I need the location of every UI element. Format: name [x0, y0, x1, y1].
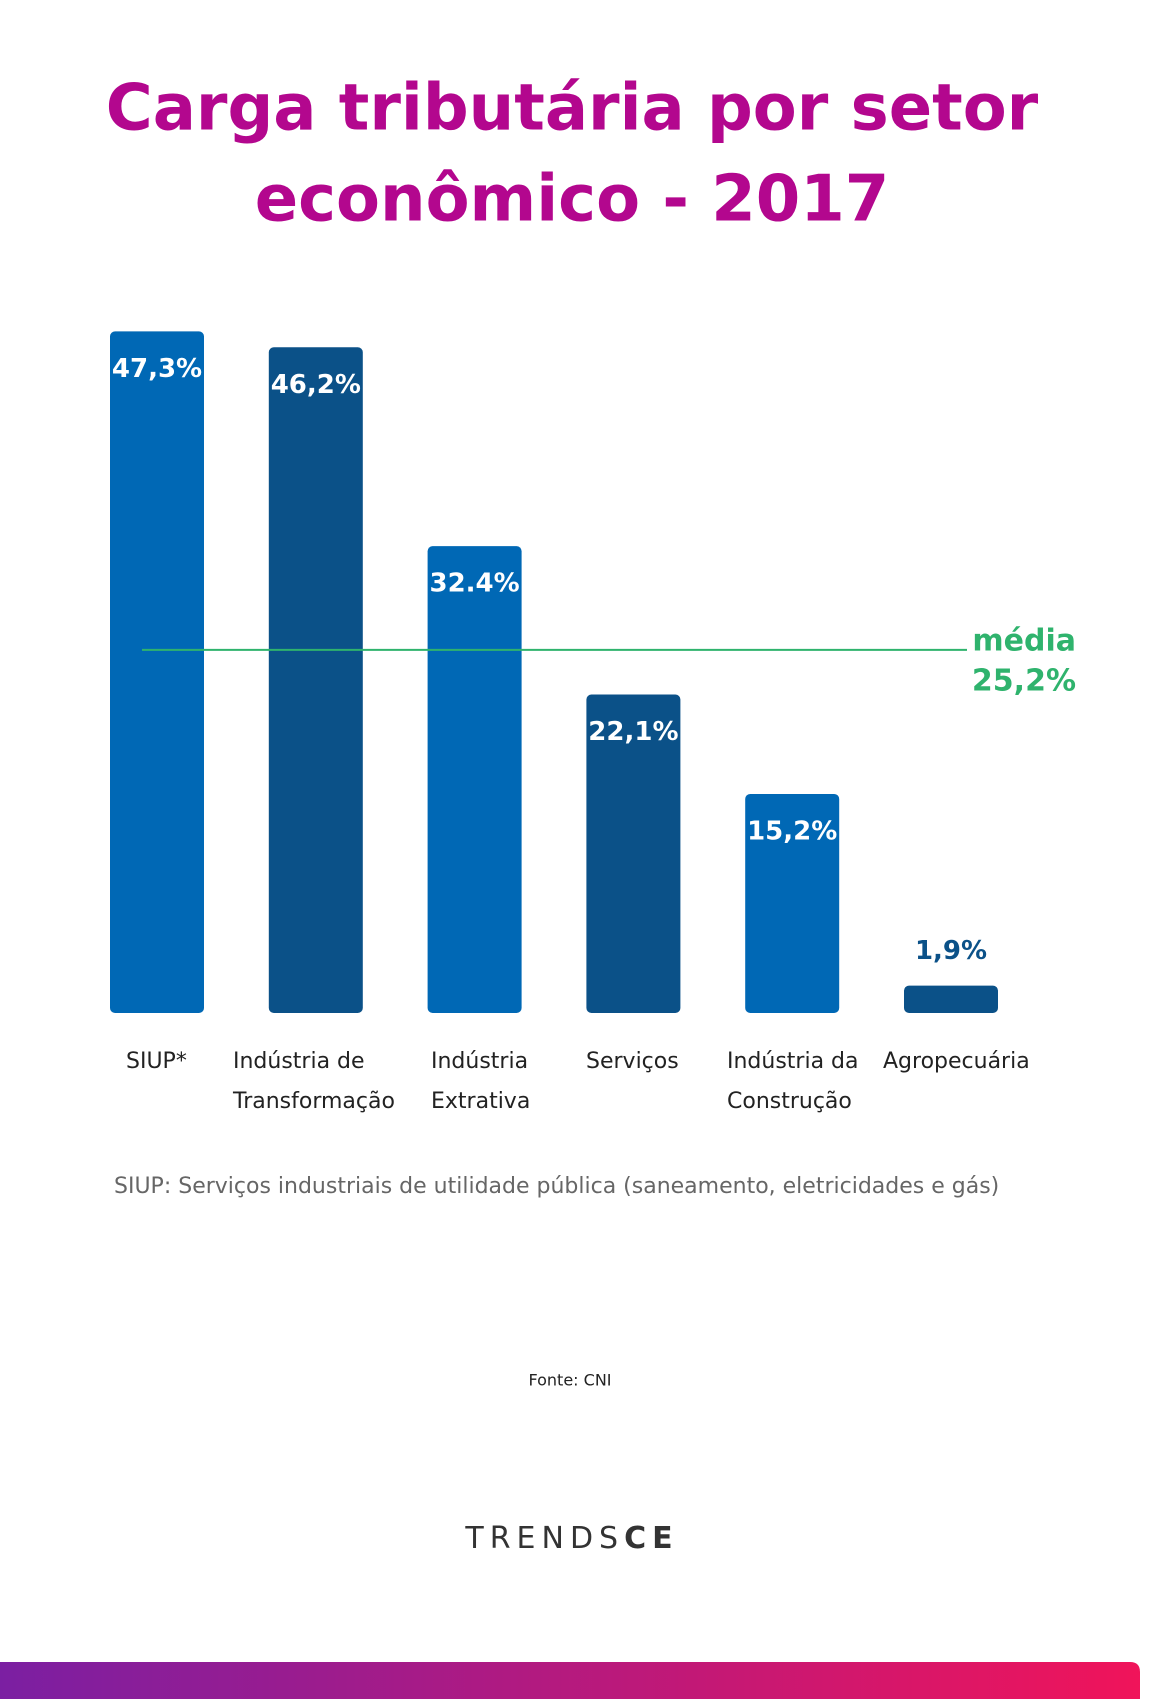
bar: [110, 331, 204, 1014]
x-tick-label: Indústria Extrativa: [431, 1049, 531, 1114]
source: Fonte: CNI: [528, 1371, 611, 1390]
average-value: 25,2%: [972, 664, 1076, 699]
bar: [586, 694, 681, 1013]
logo-part: TRENDS: [464, 1521, 624, 1556]
bar: [904, 985, 998, 1013]
logo: TRENDSCE: [464, 1521, 678, 1556]
x-tick-label: Indústria da Construção: [727, 1049, 859, 1114]
x-tick-label: Indústria de Transformação: [233, 1049, 395, 1114]
value-label: 46,2%: [271, 370, 361, 400]
bottom-band: [0, 1662, 1140, 1699]
x-tick-label: Agropecuária: [883, 1049, 1030, 1074]
chart-title: Carga tributária por setor: [106, 72, 1039, 146]
average-label: média: [972, 624, 1076, 659]
logo-part: CE: [624, 1521, 679, 1556]
bar: [268, 347, 363, 1013]
footnote: SIUP: Serviços industriais de utilidade …: [114, 1174, 999, 1199]
value-label: 22,1%: [588, 717, 678, 747]
x-tick-label: SIUP*: [126, 1049, 187, 1074]
chart-title: econômico - 2017: [255, 163, 890, 237]
x-tick-label: Serviços: [586, 1049, 679, 1074]
value-label: 15,2%: [747, 816, 837, 846]
value-label: 32.4%: [429, 569, 519, 599]
bar: [427, 546, 522, 1013]
value-label: 1,9%: [915, 936, 987, 966]
value-label: 47,3%: [112, 354, 202, 384]
bar: [745, 793, 840, 1013]
